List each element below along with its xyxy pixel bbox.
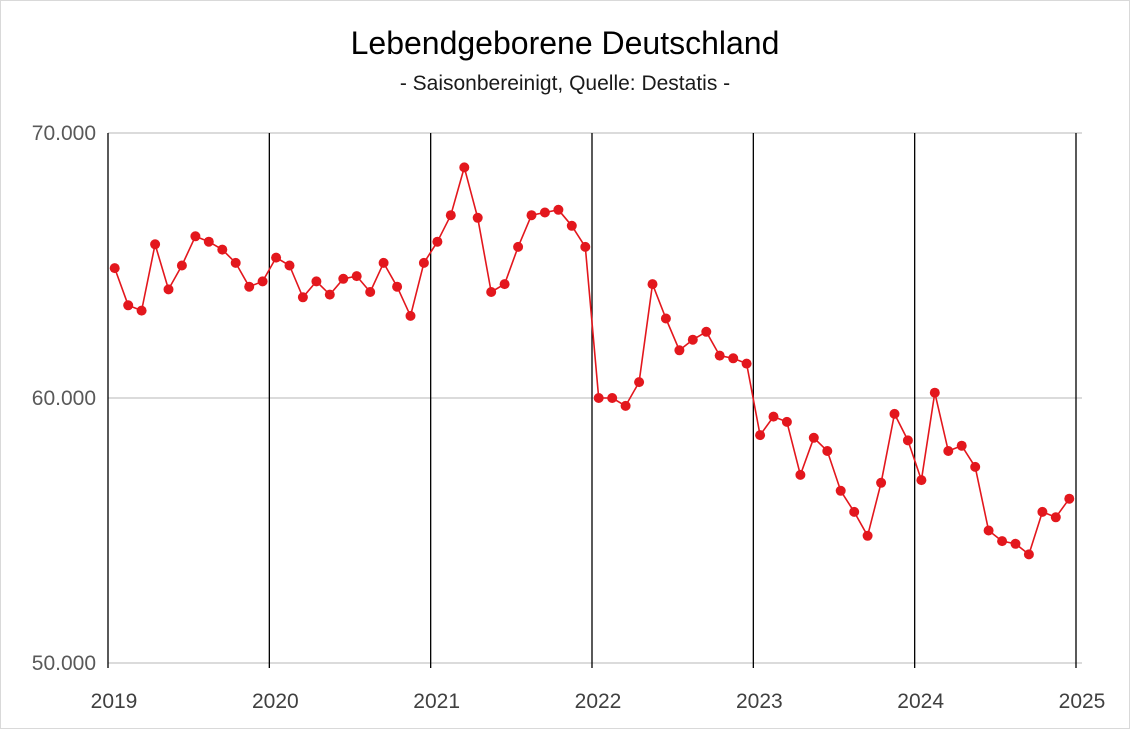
- data-point: [929, 387, 940, 398]
- data-point: [997, 536, 1008, 547]
- data-point: [123, 300, 134, 311]
- x-axis-tick-label: 2020: [252, 690, 299, 713]
- data-point: [526, 210, 537, 221]
- data-point: [849, 506, 860, 517]
- data-point: [781, 416, 792, 427]
- data-point: [432, 236, 443, 247]
- data-point: [1010, 538, 1021, 549]
- data-point: [338, 273, 349, 284]
- data-point: [1023, 549, 1034, 560]
- data-point: [566, 220, 577, 231]
- data-point: [916, 475, 927, 486]
- data-point: [634, 377, 645, 388]
- data-point: [1050, 512, 1061, 523]
- x-axis-tick-label: 2019: [91, 690, 138, 713]
- data-point: [539, 207, 550, 218]
- data-point: [741, 358, 752, 369]
- data-point: [445, 210, 456, 221]
- data-point: [835, 485, 846, 496]
- data-point: [150, 239, 161, 250]
- chart-title: Lebendgeborene Deutschland: [350, 25, 780, 61]
- data-point: [405, 310, 416, 321]
- data-point: [862, 530, 873, 541]
- chart-subtitle: - Saisonbereinigt, Quelle: Destatis -: [399, 72, 731, 95]
- data-point: [755, 430, 766, 441]
- data-point: [190, 231, 201, 242]
- data-point: [486, 287, 497, 297]
- data-point: [176, 260, 187, 271]
- data-point: [687, 334, 698, 345]
- data-point: [983, 525, 994, 536]
- data-point: [902, 435, 913, 446]
- data-point: [351, 271, 362, 282]
- data-point: [701, 326, 712, 337]
- data-point: [136, 305, 147, 316]
- data-point: [284, 260, 295, 271]
- data-point: [324, 289, 335, 300]
- data-point: [795, 469, 806, 480]
- data-point: [956, 440, 967, 451]
- data-point: [392, 281, 403, 292]
- data-point: [822, 446, 833, 456]
- data-point: [674, 345, 685, 356]
- data-point: [620, 400, 631, 411]
- data-point: [472, 212, 483, 223]
- x-axis-tick-label: 2021: [413, 690, 460, 713]
- data-point: [499, 279, 510, 290]
- data-point: [109, 263, 120, 274]
- x-axis-tick-label: 2024: [897, 690, 944, 713]
- data-point: [714, 350, 725, 361]
- y-axis-tick-label: 70.000: [32, 122, 96, 145]
- x-axis-tick-label: 2022: [575, 690, 622, 713]
- data-point: [660, 313, 671, 324]
- data-point: [607, 393, 618, 403]
- data-point: [768, 411, 779, 422]
- data-point: [297, 292, 308, 303]
- data-point: [1037, 506, 1048, 517]
- x-axis-tick-label: 2023: [736, 690, 783, 713]
- data-point: [593, 393, 604, 403]
- x-axis-tick-label: 2025: [1059, 690, 1106, 713]
- data-point: [970, 461, 981, 472]
- data-point: [203, 236, 214, 247]
- y-axis-tick-label: 50.000: [32, 652, 96, 675]
- data-point: [257, 276, 268, 287]
- data-point: [365, 287, 376, 297]
- data-point: [378, 257, 389, 268]
- data-point: [889, 408, 900, 419]
- y-axis-tick-label: 60.000: [32, 387, 96, 410]
- data-point: [580, 241, 591, 252]
- data-point: [943, 446, 954, 456]
- data-point: [728, 353, 739, 364]
- data-point: [163, 284, 174, 295]
- data-point: [217, 244, 228, 255]
- data-point: [876, 477, 887, 488]
- data-point: [244, 281, 255, 292]
- data-point: [647, 279, 658, 290]
- data-point: [1064, 493, 1075, 504]
- data-point: [808, 432, 819, 443]
- data-point: [553, 204, 564, 215]
- data-point: [230, 257, 241, 268]
- data-point: [271, 252, 282, 263]
- data-point: [311, 276, 322, 287]
- data-point: [513, 241, 524, 252]
- data-point: [418, 257, 429, 268]
- data-point: [459, 162, 470, 173]
